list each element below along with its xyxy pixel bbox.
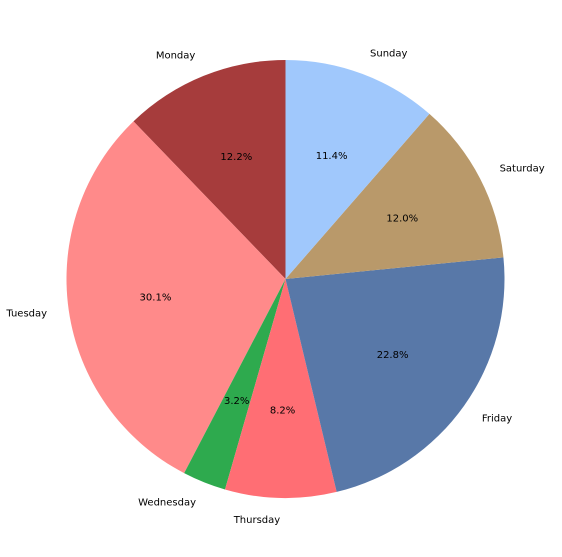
pie-slice — [285, 60, 430, 279]
slice-label: Sunday — [370, 48, 407, 59]
slice-label: Thursday — [233, 515, 281, 526]
slice-label: Wednesday — [138, 498, 196, 509]
slice-label: Tuesday — [5, 308, 47, 319]
value-label: 11.4% — [316, 151, 348, 162]
slice-label: Saturday — [500, 164, 545, 175]
pie-slice — [184, 279, 286, 490]
pie-slice — [285, 257, 505, 492]
value-label: 30.1% — [140, 293, 172, 304]
pie-slice — [225, 279, 337, 499]
value-label: 12.0% — [386, 214, 418, 225]
value-label: 8.2% — [270, 405, 295, 416]
pie-slice — [133, 60, 286, 279]
pie-slice — [66, 121, 286, 474]
value-label: 3.2% — [224, 396, 249, 407]
slice-label: Friday — [482, 414, 512, 425]
value-label: 12.2% — [220, 152, 252, 163]
value-label: 22.8% — [377, 350, 409, 361]
slice-label: Monday — [156, 51, 196, 62]
pie-slice — [285, 113, 504, 279]
